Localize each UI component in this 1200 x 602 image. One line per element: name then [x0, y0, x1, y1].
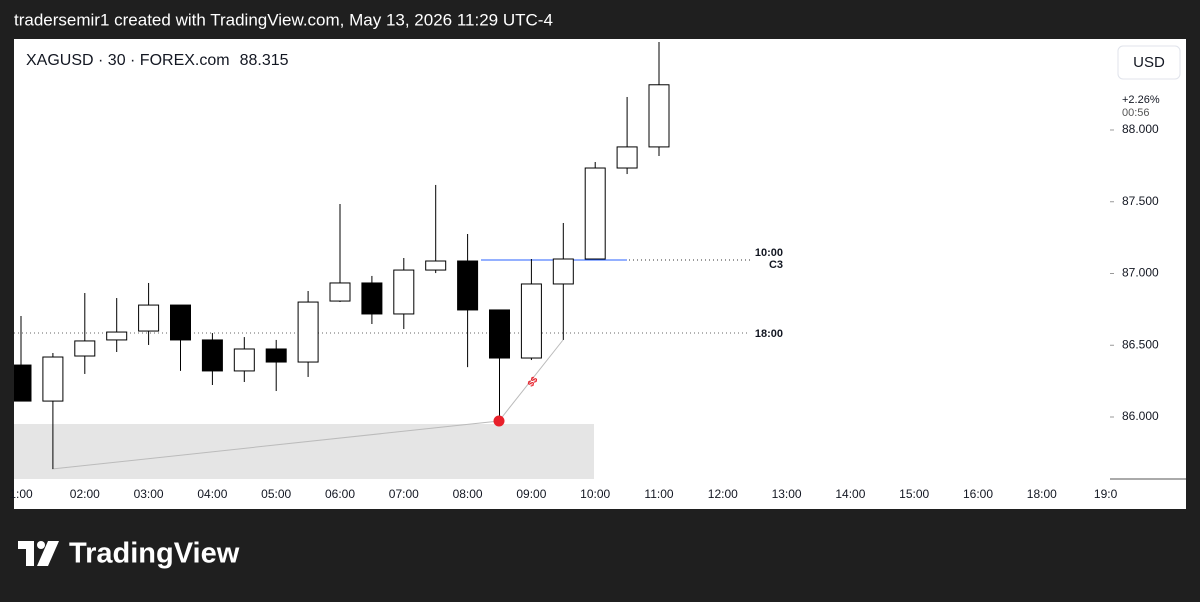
y-tick-label: 86.000	[1122, 409, 1159, 423]
x-tick-label: 18:00	[1027, 487, 1057, 501]
candle-body	[201, 339, 223, 372]
last-price: 88.315	[240, 52, 289, 69]
zone	[14, 424, 594, 479]
y-tick-label: 87.000	[1122, 266, 1159, 280]
x-tick-label: 19:0	[1094, 487, 1118, 501]
symbol: XAGUSD · 30 · FOREX.com	[26, 52, 230, 69]
brand: TradingView	[69, 538, 240, 570]
candle-body	[616, 146, 638, 169]
candle-body	[393, 269, 415, 315]
candle-body	[74, 340, 96, 357]
x-tick-label: 03:00	[134, 487, 164, 501]
candle-body	[489, 309, 510, 359]
candle-body	[138, 304, 160, 332]
candles	[14, 42, 670, 469]
candle-body	[329, 282, 351, 302]
annotation: $$	[525, 375, 539, 389]
logo-mark	[18, 541, 34, 566]
candle-body	[297, 301, 319, 363]
x-tick-label: 10:00	[580, 487, 610, 501]
candle-body	[361, 282, 383, 315]
x-tick-label: 08:00	[453, 487, 483, 501]
x-tick-label: 09:00	[516, 487, 546, 501]
logo-mark	[37, 541, 59, 566]
x-tick-label: 07:00	[389, 487, 419, 501]
candle-body	[425, 260, 447, 271]
x-tick-label: 13:00	[772, 487, 802, 501]
currency[interactable]: USD	[1133, 54, 1165, 71]
candle-body	[648, 84, 670, 148]
x-tick-label: 02:00	[70, 487, 100, 501]
logo: TradingView	[18, 538, 240, 570]
change: +2.26%	[1122, 94, 1160, 106]
candle-body	[42, 356, 64, 402]
x-tick-label: 05:00	[261, 487, 291, 501]
annotation: C3	[769, 259, 783, 271]
marker-dot	[493, 415, 505, 427]
y-tick-label: 87.500	[1122, 194, 1159, 208]
x-tick-label: 14:00	[835, 487, 865, 501]
candle-body	[457, 260, 479, 311]
x-tick-label: 11:00	[644, 487, 673, 501]
candle-body	[14, 364, 32, 402]
x-tick-label: 12:00	[708, 487, 738, 501]
y-tick-label: 86.500	[1122, 337, 1159, 351]
candle-body	[265, 348, 287, 363]
candle-body	[106, 331, 128, 341]
x-tick-label: 15:00	[899, 487, 929, 501]
currency-button[interactable]	[1117, 45, 1181, 80]
annotation: 18:00	[755, 328, 783, 340]
candle-body	[233, 348, 255, 372]
y-tick-label: 88.000	[1122, 122, 1159, 136]
x-tick-label: 04:00	[197, 487, 227, 501]
candle-body	[520, 283, 542, 359]
overlay: $$ 10:00 C3 18:00	[493, 247, 783, 427]
x-tick-label: 06:00	[325, 487, 355, 501]
annotation: 10:00	[755, 247, 783, 259]
x-tick-label: 16:00	[963, 487, 993, 501]
x-tick-label: 1:00	[9, 487, 33, 501]
logo-mark	[37, 541, 45, 549]
countdown: 00:56	[1122, 107, 1150, 119]
candle-body	[584, 167, 606, 260]
symbol-legend: XAGUSD · 30 · FOREX.com 88.315	[26, 52, 289, 69]
candle-body	[170, 304, 191, 341]
caption: tradersemir1 created with TradingView.co…	[14, 10, 553, 29]
candle-body	[552, 258, 574, 285]
